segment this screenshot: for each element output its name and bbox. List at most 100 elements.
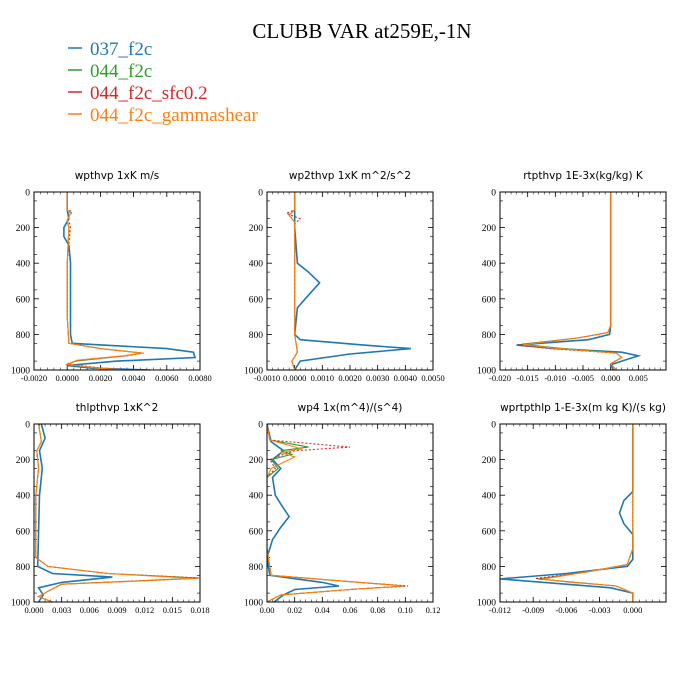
y-tick-label: 1000 xyxy=(11,367,30,377)
x-tick-label: -0.009 xyxy=(522,605,544,615)
y-tick-label: 200 xyxy=(249,456,264,466)
x-tick-label: 0.0080 xyxy=(188,373,211,383)
y-tick-label: 200 xyxy=(16,456,31,466)
x-tick-label: 0.04 xyxy=(315,605,331,615)
legend-label: 044_f2c xyxy=(90,61,152,82)
x-tick-label: -0.015 xyxy=(517,373,539,383)
x-tick-label: -0.0010 xyxy=(254,373,280,383)
panel-title: wpthvp 1xK m/s xyxy=(75,170,160,182)
x-tick-label: 0.12 xyxy=(426,605,441,615)
x-tick-label: -0.003 xyxy=(589,605,611,615)
x-tick-label: -0.010 xyxy=(544,373,566,383)
y-tick-label: 200 xyxy=(482,224,497,234)
panel-title: rtpthvp 1E-3x(kg/kg) K xyxy=(523,170,644,182)
plot-frame xyxy=(266,191,434,371)
x-tick-label: -0.005 xyxy=(572,373,594,383)
y-tick-label: 800 xyxy=(249,331,264,341)
series-line xyxy=(500,424,634,602)
x-tick-label: 0.0000 xyxy=(56,373,79,383)
series-line xyxy=(517,192,623,370)
series-line xyxy=(267,424,405,602)
y-tick-label: 0 xyxy=(25,189,30,199)
panel-title: wp4 1x(m^4)/(s^4) xyxy=(298,402,403,414)
x-tick-label: 0.08 xyxy=(370,605,385,615)
y-tick-label: 800 xyxy=(482,563,497,573)
legend-label: 037_f2c xyxy=(90,39,152,60)
y-tick-label: 0 xyxy=(258,189,263,199)
plot-frame xyxy=(499,423,667,603)
y-tick-label: 1000 xyxy=(244,599,263,609)
x-tick-label: -0.006 xyxy=(555,605,577,615)
y-tick-label: 400 xyxy=(16,260,31,270)
y-tick-label: 200 xyxy=(16,224,31,234)
x-tick-label: 0.0050 xyxy=(421,373,444,383)
x-tick-label: 0.0060 xyxy=(155,373,178,383)
y-tick-label: 600 xyxy=(482,295,497,305)
legend-item: 044_f2c_gammashear xyxy=(68,105,258,126)
y-tick-label: 800 xyxy=(16,331,31,341)
plot-frame xyxy=(266,423,434,603)
panel-title: wp2thvp 1xK m^2/s^2 xyxy=(289,170,411,182)
x-tick-label: 0.0040 xyxy=(122,373,145,383)
x-tick-label: 0.000 xyxy=(601,373,620,383)
x-tick-label: 0.06 xyxy=(343,605,358,615)
x-tick-label: 0.0000 xyxy=(283,373,306,383)
legend-label: 044_f2c_gammashear xyxy=(90,105,258,126)
panel-title: wprtpthlp 1-E-3x(m kg K)/(s kg) xyxy=(500,402,666,414)
y-tick-label: 1000 xyxy=(477,367,496,377)
y-tick-label: 1000 xyxy=(477,599,496,609)
x-tick-label: 0.012 xyxy=(135,605,154,615)
x-tick-label: -0.0020 xyxy=(21,373,47,383)
plot-frame xyxy=(33,423,201,603)
y-tick-label: 800 xyxy=(249,563,264,573)
y-tick-label: 400 xyxy=(482,260,497,270)
y-tick-label: 400 xyxy=(249,260,264,270)
chart-panel: wpthvp 1xK m/s 0 200 400 600 800 1000-0.0020 0.… xyxy=(11,170,212,383)
x-tick-label: 0.015 xyxy=(163,605,182,615)
y-tick-label: 0 xyxy=(25,421,30,431)
x-tick-label: 0.02 xyxy=(287,605,302,615)
x-tick-label: 0.000 xyxy=(623,605,642,615)
y-tick-label: 400 xyxy=(16,492,31,502)
chart-panel: wprtpthlp 1-E-3x(m kg K)/(s kg) 0 200 400 60… xyxy=(477,402,667,615)
series-line xyxy=(36,424,113,602)
series-line xyxy=(267,424,406,602)
x-tick-label: 0.0040 xyxy=(394,373,417,383)
series-line xyxy=(65,192,142,370)
figure-title: CLUBB VAR at259E,-1N xyxy=(252,19,471,43)
legend-item: 044_f2c xyxy=(68,61,152,82)
x-tick-label: 0.018 xyxy=(190,605,209,615)
y-tick-label: 400 xyxy=(482,492,497,502)
x-tick-label: 0.0020 xyxy=(338,373,361,383)
series-line xyxy=(35,424,199,602)
y-tick-label: 600 xyxy=(249,527,264,537)
y-tick-label: 800 xyxy=(16,563,31,573)
x-tick-label: 0.003 xyxy=(52,605,71,615)
x-tick-label: 0.009 xyxy=(107,605,126,615)
panel-title: thlpthvp 1xK^2 xyxy=(76,402,159,414)
y-tick-label: 0 xyxy=(491,421,496,431)
plot-frame xyxy=(33,191,201,371)
series-line xyxy=(284,192,302,370)
series-line xyxy=(288,192,298,370)
y-tick-label: 1000 xyxy=(244,367,263,377)
y-tick-label: 600 xyxy=(16,527,31,537)
legend-item: 044_f2c_sfc0.2 xyxy=(68,83,208,104)
series-line xyxy=(542,424,634,602)
x-tick-label: -0.020 xyxy=(489,373,511,383)
y-tick-label: 400 xyxy=(249,492,264,502)
y-tick-label: 600 xyxy=(482,527,497,537)
y-tick-label: 800 xyxy=(482,331,497,341)
y-tick-label: 1000 xyxy=(11,599,30,609)
series-line xyxy=(523,192,623,370)
plot-frame xyxy=(499,191,667,371)
x-tick-label: 0.000 xyxy=(24,605,43,615)
x-tick-label: 0.10 xyxy=(398,605,413,615)
series-line xyxy=(35,424,200,602)
x-tick-label: 0.0010 xyxy=(311,373,334,383)
series-line xyxy=(35,424,196,602)
